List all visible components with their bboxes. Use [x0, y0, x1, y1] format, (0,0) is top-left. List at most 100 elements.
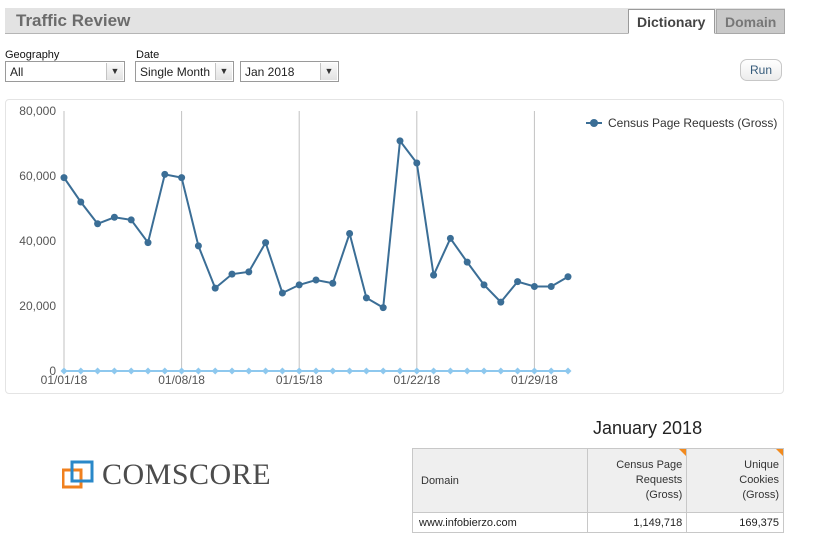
baseline-data-point: [178, 367, 186, 375]
sort-corner-icon: [679, 449, 687, 456]
chevron-down-icon[interactable]: ▼: [215, 63, 232, 80]
date-mode-value: Single Month: [140, 65, 211, 79]
table-title: January 2018: [593, 418, 703, 438]
data-point: [547, 283, 555, 290]
baseline-data-point: [547, 367, 555, 375]
y-tick-label: 40,000: [19, 234, 56, 248]
chart-panel: 01/01/18 01/08/18 01/15/18 01/22/18 01/29/18…: [5, 99, 784, 394]
geography-label: Geography: [5, 49, 60, 61]
data-point: [178, 174, 186, 182]
baseline-data-point: [514, 367, 522, 375]
data-point: [127, 216, 135, 224]
y-tick-label: 80,000: [19, 104, 56, 118]
comscore-wordmark: COMSCORE: [102, 458, 272, 491]
date-label: Date: [136, 49, 160, 61]
sort-corner-icon: [776, 449, 783, 456]
column-header-cookies[interactable]: Unique Cookies (Gross): [686, 448, 784, 513]
cell-domain[interactable]: www.infobierzo.com: [412, 512, 588, 533]
data-point: [514, 278, 522, 286]
header-line: Requests: [635, 474, 683, 486]
baseline-data-point: [127, 367, 135, 375]
chart-legend[interactable]: Census Page Requests (Gross): [586, 116, 777, 130]
baseline-data-point: [446, 367, 454, 375]
x-tick-label: 01/29/18: [511, 373, 558, 387]
baseline-data-point: [346, 367, 354, 375]
data-point: [463, 258, 471, 266]
baseline-data-point: [497, 367, 505, 375]
baseline-data-point: [60, 367, 68, 375]
x-tick-label: 01/01/18: [41, 373, 88, 387]
cell-requests: 1,149,718: [586, 512, 688, 533]
baseline-data-point: [262, 367, 270, 375]
data-point: [346, 230, 354, 238]
geography-value: All: [10, 65, 24, 79]
header-line: Cookies: [739, 474, 779, 486]
data-point: [295, 281, 303, 289]
baseline-data-point: [228, 367, 236, 375]
comscore-logo: COMSCORE: [62, 458, 271, 492]
data-point: [312, 276, 320, 284]
header-line: Census Page: [616, 459, 683, 471]
y-tick-label: 20,000: [19, 299, 56, 313]
data-point: [564, 273, 572, 281]
date-mode-select[interactable]: Single Month ▼: [135, 61, 234, 82]
data-point: [530, 283, 538, 290]
y-tick-label: 60,000: [19, 169, 56, 183]
baseline-data-point: [77, 367, 85, 375]
baseline-data-point: [295, 367, 303, 375]
baseline-data-point: [480, 367, 488, 375]
baseline-data-point: [94, 367, 102, 375]
data-point: [110, 213, 118, 221]
data-point: [60, 174, 68, 182]
data-point: [278, 289, 286, 297]
legend-label: Census Page Requests (Gross): [608, 116, 778, 130]
baseline-data-point: [463, 367, 471, 375]
tab-domain[interactable]: Domain: [716, 9, 785, 34]
data-point: [446, 234, 454, 242]
month-value: Jan 2018: [245, 65, 295, 79]
data-point: [362, 294, 370, 302]
data-point: [480, 281, 488, 289]
data-point: [77, 198, 85, 206]
baseline-data-point: [564, 367, 572, 375]
baseline-data-point: [396, 367, 404, 375]
baseline-data-point: [329, 367, 337, 375]
baseline-data-point: [278, 367, 286, 375]
data-point: [262, 239, 270, 247]
data-point: [430, 271, 438, 279]
geography-select[interactable]: All ▼: [5, 61, 125, 82]
column-header-domain[interactable]: Domain: [412, 448, 588, 513]
data-point: [194, 242, 202, 250]
baseline-data-point: [530, 367, 538, 375]
chevron-down-icon[interactable]: ▼: [106, 63, 123, 80]
comscore-mark-icon: [62, 460, 94, 489]
baseline-data-point: [144, 367, 152, 375]
chevron-down-icon[interactable]: ▼: [320, 63, 337, 80]
baseline-data-point: [430, 367, 438, 375]
data-point: [211, 284, 219, 292]
x-tick-label: 01/15/18: [276, 373, 323, 387]
data-point: [245, 268, 253, 276]
column-header-requests[interactable]: Census Page Requests (Gross): [586, 448, 688, 513]
data-point: [161, 170, 169, 178]
domain-table: Domain Census Page Requests (Gross) Uniq…: [412, 448, 784, 533]
header-line: (Gross): [645, 489, 683, 501]
month-select[interactable]: Jan 2018 ▼: [240, 61, 339, 82]
data-point: [497, 298, 505, 306]
baseline-data-point: [161, 367, 169, 375]
cell-cookies: 169,375: [686, 512, 784, 533]
baseline-data-point: [211, 367, 219, 375]
table-row[interactable]: www.infobierzo.com 1,149,718 169,375: [412, 512, 784, 533]
page-title: Traffic Review: [16, 11, 131, 30]
line-chart: 01/01/18 01/08/18 01/15/18 01/22/18 01/29/18…: [19, 104, 572, 387]
baseline-data-point: [312, 367, 320, 375]
legend-marker-icon: [586, 118, 602, 128]
baseline-data-point: [413, 367, 421, 375]
data-point: [396, 137, 404, 145]
run-button[interactable]: Run: [740, 59, 782, 81]
y-tick-label: 0: [49, 364, 56, 378]
header-line: (Gross): [742, 489, 779, 501]
baseline-data-point: [110, 367, 118, 375]
tab-dictionary[interactable]: Dictionary: [628, 9, 715, 34]
